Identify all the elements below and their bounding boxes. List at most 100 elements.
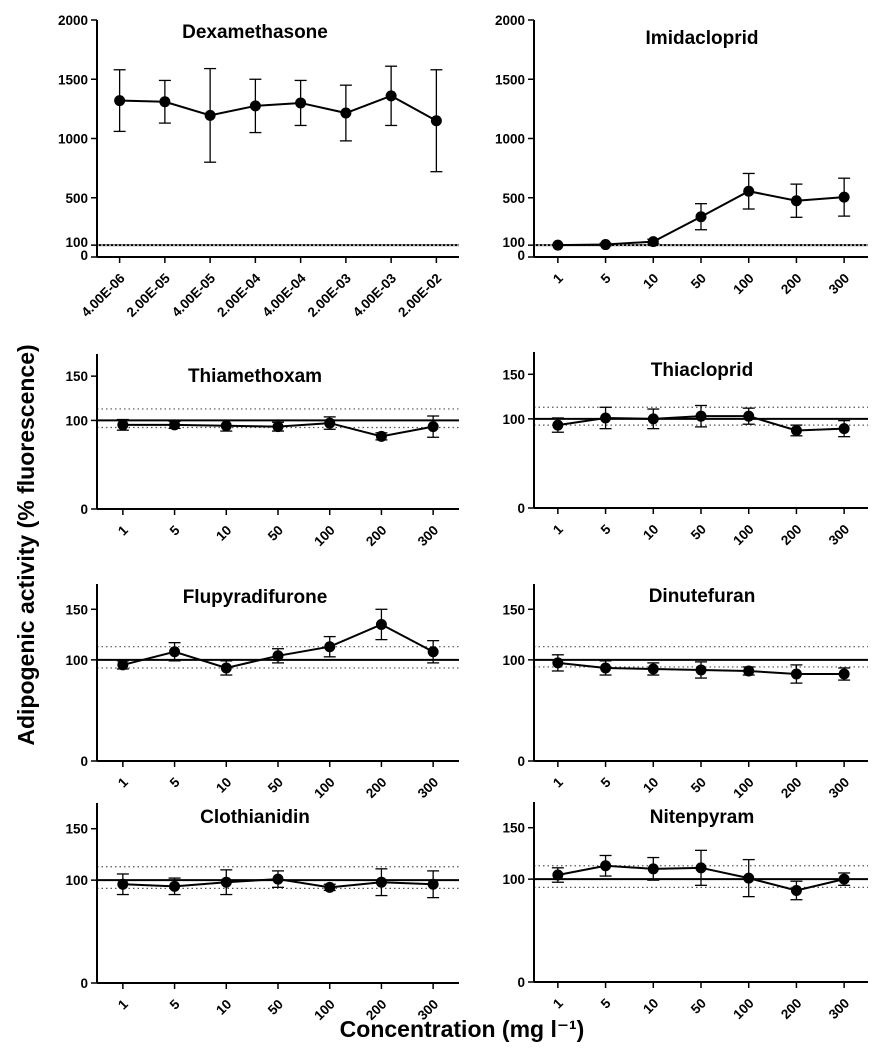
x-tick-label: 1 [115,774,131,790]
y-tick-label: 100 [502,235,525,250]
data-point [324,417,336,429]
panel-title: Thiamethoxam [188,366,322,387]
data-point [600,860,612,872]
y-tick-label: 100 [65,413,88,428]
y-tick-label: 100 [65,653,88,668]
x-tick-label: 300 [415,775,442,802]
x-tick-label: 10 [640,775,661,796]
y-tick-label: 100 [65,873,88,888]
x-tick-label: 5 [598,995,614,1011]
y-tick-label: 0 [80,976,88,991]
data-point [552,239,564,251]
panels: Dexamethasone01005001000150020004.00E-06… [58,13,868,1023]
data-point [220,662,232,674]
x-tick-label: 1 [115,996,131,1012]
figure-xlabel: Concentration (mg l⁻¹) [340,1016,585,1042]
data-point [117,878,129,890]
data-point [647,236,659,248]
y-tick-label: 100 [502,412,525,427]
data-point [427,878,439,890]
data-point [375,618,387,630]
x-tick-label: 50 [265,997,286,1018]
data-point [838,873,850,885]
x-tick-label: 100 [311,523,338,550]
data-point [204,109,216,121]
x-tick-label: 100 [311,775,338,802]
data-point [375,876,387,888]
x-tick-label: 50 [265,775,286,796]
x-tick-label: 5 [598,521,614,537]
data-point [324,881,336,893]
y-tick-label: 2000 [495,13,525,28]
panel-3: Thiacloprid 0 100 150 1 5 10 50 100 200 300 [502,352,868,548]
data-point [695,410,707,422]
y-tick-label: 150 [65,602,88,617]
x-tick-label: 100 [311,997,338,1024]
x-tick-label: 1 [550,774,566,790]
y-tick-label: 1000 [58,132,88,147]
data-point [600,412,612,424]
data-point [272,421,284,433]
y-tick-label: 1000 [495,132,525,147]
x-tick-label: 5 [167,522,183,538]
data-point [600,662,612,674]
data-point [375,430,387,442]
x-tick-label: 200 [363,523,390,550]
y-tick-label: 0 [517,754,525,769]
data-point [743,872,755,884]
data-point [220,876,232,888]
x-tick-label: 50 [688,775,709,796]
x-tick-label: 300 [415,523,442,550]
y-tick-label: 1500 [58,72,88,87]
data-point [249,100,261,112]
data-point [340,107,352,119]
y-tick-label: 150 [65,369,88,384]
data-point [159,96,171,108]
x-tick-label: 4.00E-05 [169,270,219,320]
x-tick-label: 10 [640,996,661,1017]
panel-title: Flupyradifurone [183,587,328,608]
x-tick-label: 200 [778,522,805,549]
data-point [169,646,181,658]
data-point [647,413,659,425]
y-tick-label: 100 [502,872,525,887]
x-tick-label: 5 [598,774,614,790]
data-point [647,863,659,875]
panel-title: Imidacloprid [646,28,759,49]
x-tick-label: 100 [730,271,757,298]
x-tick-label: 300 [826,522,853,549]
x-tick-label: 2.00E-04 [214,270,264,320]
data-point [117,419,129,431]
data-point [272,873,284,885]
x-tick-label: 10 [640,522,661,543]
x-tick-label: 10 [213,523,234,544]
data-point [695,664,707,676]
panel-title: Dinutefuran [649,586,756,607]
data-point [427,646,439,658]
x-tick-label: 1 [550,521,566,537]
panel-4: Flupyradifurone 0 100 150 1 5 10 50 100 200 300 [65,584,459,801]
x-tick-label: 200 [778,271,805,298]
y-tick-label: 500 [502,191,525,206]
y-tick-label: 150 [65,822,88,837]
y-tick-label: 150 [502,602,525,617]
data-point [838,668,850,680]
data-point [790,195,802,207]
data-point [385,90,397,102]
data-point [427,421,439,433]
data-point [600,239,612,251]
data-point [743,185,755,197]
y-tick-label: 0 [517,975,525,990]
y-tick-label: 2000 [58,13,88,28]
x-tick-label: 5 [167,996,183,1012]
x-tick-label: 4.00E-06 [78,270,128,320]
data-point [790,668,802,680]
x-tick-label: 2.00E-02 [395,271,444,320]
x-tick-label: 300 [826,271,853,298]
panel-5: Dinutefuran 0 100 150 1 5 10 50 100 200 300 [502,584,868,801]
x-tick-label: 2.00E-03 [305,270,355,320]
data-point [743,410,755,422]
x-tick-label: 200 [778,775,805,802]
x-tick-label: 10 [213,775,234,796]
